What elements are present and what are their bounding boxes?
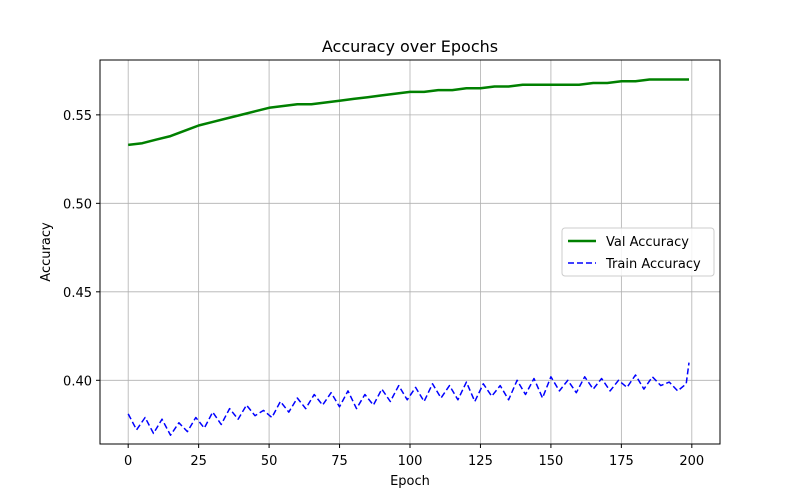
y-tick-label: 0.55 (63, 109, 92, 124)
x-tick-label: 50 (261, 454, 278, 469)
series-lines (127, 78, 690, 436)
y-axis-title: Accuracy (39, 222, 54, 282)
legend: Val Accuracy Train Accuracy (561, 227, 715, 277)
train-accuracy-line (127, 362, 690, 436)
x-axis-title: Epoch (390, 474, 430, 489)
x-tick-label: 200 (679, 454, 704, 469)
legend-label-val: Val Accuracy (606, 235, 689, 250)
x-tick-label: 175 (609, 454, 634, 469)
x-tick-label: 125 (468, 454, 493, 469)
legend-label-train: Train Accuracy (605, 257, 701, 272)
y-tick-label: 0.50 (63, 197, 92, 212)
y-tick-label: 0.40 (63, 374, 92, 389)
x-tick-label: 150 (538, 454, 563, 469)
x-tick-label: 0 (124, 454, 132, 469)
x-tick-label: 25 (190, 454, 207, 469)
grid (100, 60, 720, 444)
axis-ticks: 0 25 50 75 100 125 150 175 200 0.40 0.45 0.50 0.55 (63, 109, 704, 469)
legend-box (561, 227, 715, 277)
val-accuracy-line (128, 78, 689, 147)
x-tick-label: 100 (398, 454, 423, 469)
x-tick-label: 75 (331, 454, 348, 469)
chart-title: Accuracy over Epochs (322, 37, 498, 56)
y-tick-label: 0.45 (63, 286, 92, 301)
